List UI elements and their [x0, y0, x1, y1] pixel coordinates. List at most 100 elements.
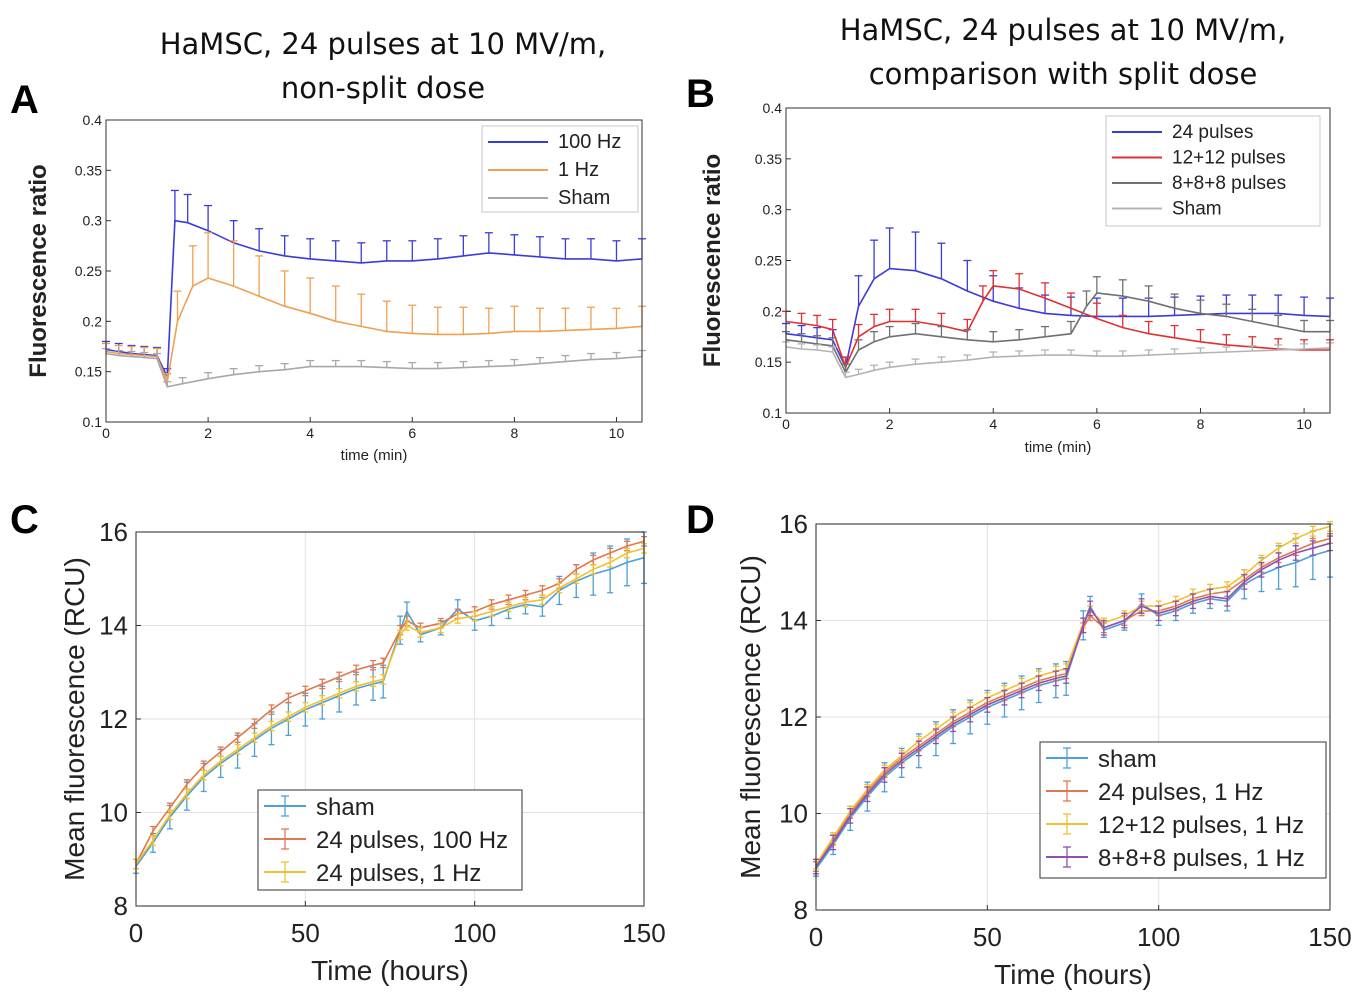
chart-b-axes-frame [785, 107, 1331, 414]
chart-d-y-tick-label: 14 [779, 606, 808, 636]
chart-b-y-tick-label: 0.35 [755, 151, 782, 167]
chart-d-series-1 [813, 523, 1333, 877]
chart-c-y-axis-label: Mean fluorescence (RCU) [59, 557, 90, 881]
chart-d-y-axis-label: Mean fluorescence (RCU) [735, 555, 766, 879]
chart-c-y-tick-label: 14 [99, 611, 128, 641]
chart-d-series-line [815, 537, 1331, 868]
chart-d-y-tick-label: 10 [779, 799, 808, 829]
chart-b-x-tick-label: 2 [886, 416, 894, 432]
chart-a-x-tick-label: 2 [204, 425, 212, 441]
chart-d-series-2 [813, 533, 1333, 873]
chart-a-legend-box [481, 125, 639, 213]
panel-b-title-line-1: HaMSC, 24 pulses at 10 MV/m, [839, 13, 1287, 47]
chart-a-x-tick-label: 10 [609, 425, 625, 441]
chart-b-legend-label: 8+8+8 pulses [1172, 173, 1286, 194]
chart-a-series-line [105, 219, 643, 378]
chart-d-series-line [815, 542, 1331, 868]
chart-a-y-axis-label: Fluorescence ratio [25, 164, 52, 377]
chart-b-series-4 [782, 341, 1334, 379]
chart-b-y-tick-label: 0.4 [763, 100, 783, 116]
chart-b-x-tick-label: 10 [1296, 416, 1312, 432]
panel-a-title-line-2: non-split dose [280, 71, 486, 105]
chart-c-series-line [135, 540, 645, 865]
chart-a-y-tick-label: 0.1 [83, 414, 103, 430]
chart-d-legend-label: 8+8+8 pulses, 1 Hz [1098, 845, 1305, 872]
chart-b-series-line [785, 267, 1331, 370]
chart-d-legend: sham 24 pulses, 1 Hz 12+12 pulses, 1 Hz 8+8… [1039, 741, 1327, 879]
chart-c-series-1 [133, 531, 647, 874]
chart-c-series-line [135, 556, 645, 867]
chart-a-legend-label: 100 Hz [558, 131, 621, 153]
panel-letter-a: A [10, 78, 39, 122]
chart-a-y-tick-label: 0.2 [83, 313, 103, 329]
chart-c-axes-frame [135, 531, 645, 907]
chart-d-legend-label: 24 pulses, 1 Hz [1098, 779, 1263, 806]
chart-d-series-line [815, 549, 1331, 870]
chart-c-legend: sham 24 pulses, 100 Hz 24 pulses, 1 Hz [257, 789, 523, 891]
chart-b-y-tick-label: 0.3 [763, 202, 783, 218]
chart-b-series-2 [782, 270, 1334, 370]
chart-b-legend-box [1105, 115, 1321, 227]
chart-a-x-tick-label: 6 [408, 425, 416, 441]
chart-d-x-tick-label: 100 [1137, 922, 1180, 952]
chart-a-x-tick-label: 8 [510, 425, 518, 441]
chart-c-y-tick-label: 16 [99, 517, 128, 547]
panel-letter-d: D [686, 498, 715, 542]
chart-b-series-line [785, 292, 1330, 374]
chart-c-x-tick-label: 150 [622, 918, 665, 948]
chart-c-series-3 [133, 543, 647, 870]
chart-d-series-3 [813, 520, 1333, 870]
panel-a-title-line-1: HaMSC, 24 pulses at 10 MV/m, [159, 27, 607, 61]
chart-d-legend-box [1039, 741, 1327, 879]
chart-b-y-tick-label: 0.15 [755, 354, 782, 370]
chart-a-y-tick-label: 0.4 [83, 112, 103, 128]
chart-a-legend-label: 1 Hz [558, 159, 599, 181]
chart-b-legend: 24 pulses 12+12 pulses 8+8+8 pulses Sham [1105, 115, 1321, 227]
chart-d-plot-area [816, 524, 1330, 910]
chart-b-legend-label: Sham [1172, 199, 1222, 220]
chart-d-x-tick-label: 150 [1308, 922, 1351, 952]
chart-d-axes-frame [815, 523, 1331, 911]
chart-a-series-line [105, 277, 643, 385]
panel-letter-c: C [10, 498, 39, 542]
panel-letter-b: B [686, 72, 715, 116]
chart-a-series-line [105, 352, 643, 388]
chart-b-series-1 [782, 227, 1334, 370]
chart-b-series-3 [782, 276, 1334, 374]
chart-c-series-line [135, 547, 645, 865]
chart-c-legend-label: sham [316, 794, 375, 821]
chart-a-legend: 100 Hz 1 Hz Sham [481, 125, 639, 213]
panel-b-title-line-2: comparison with split dose [868, 57, 1258, 91]
chart-a-legend-label: Sham [558, 187, 610, 209]
chart-a-x-axis-label: time (min) [341, 447, 408, 464]
chart-d-series-line [815, 525, 1331, 865]
chart-c-x-tick-label: 100 [453, 918, 496, 948]
chart-c-series-2 [133, 536, 647, 870]
panel-a-title: HaMSC, 24 pulses at 10 MV/m, non-split d… [98, 22, 668, 110]
chart-a-y-tick-label: 0.3 [83, 213, 103, 229]
chart-d-legend-label: sham [1098, 746, 1157, 773]
panel-b-title: HaMSC, 24 pulses at 10 MV/m, comparison … [778, 8, 1348, 96]
chart-c-legend-label: 24 pulses, 100 Hz [316, 827, 508, 854]
chart-a-x-tick-label: 0 [102, 425, 110, 441]
chart-b-x-tick-label: 6 [1093, 416, 1101, 432]
chart-a-x-tick-label: 4 [306, 425, 314, 441]
chart-a-series-1 [102, 189, 646, 378]
chart-d-y-tick-label: 8 [794, 895, 808, 925]
chart-d-x-tick-label: 0 [809, 922, 823, 952]
chart-b-plot-area [786, 108, 1330, 413]
chart-d-legend-label: 12+12 pulses, 1 Hz [1098, 812, 1304, 839]
chart-b-y-tick-label: 0.25 [755, 253, 782, 269]
chart-b-legend-label: 12+12 pulses [1172, 148, 1286, 169]
chart-b-x-tick-label: 8 [1197, 416, 1205, 432]
chart-c-y-tick-label: 10 [99, 798, 128, 828]
chart-a-plot-area [106, 120, 642, 422]
chart-b-x-tick-label: 4 [989, 416, 997, 432]
chart-c-plot-area [136, 532, 644, 906]
chart-a-y-tick-label: 0.35 [75, 162, 102, 178]
chart-c-legend-box [257, 789, 523, 891]
